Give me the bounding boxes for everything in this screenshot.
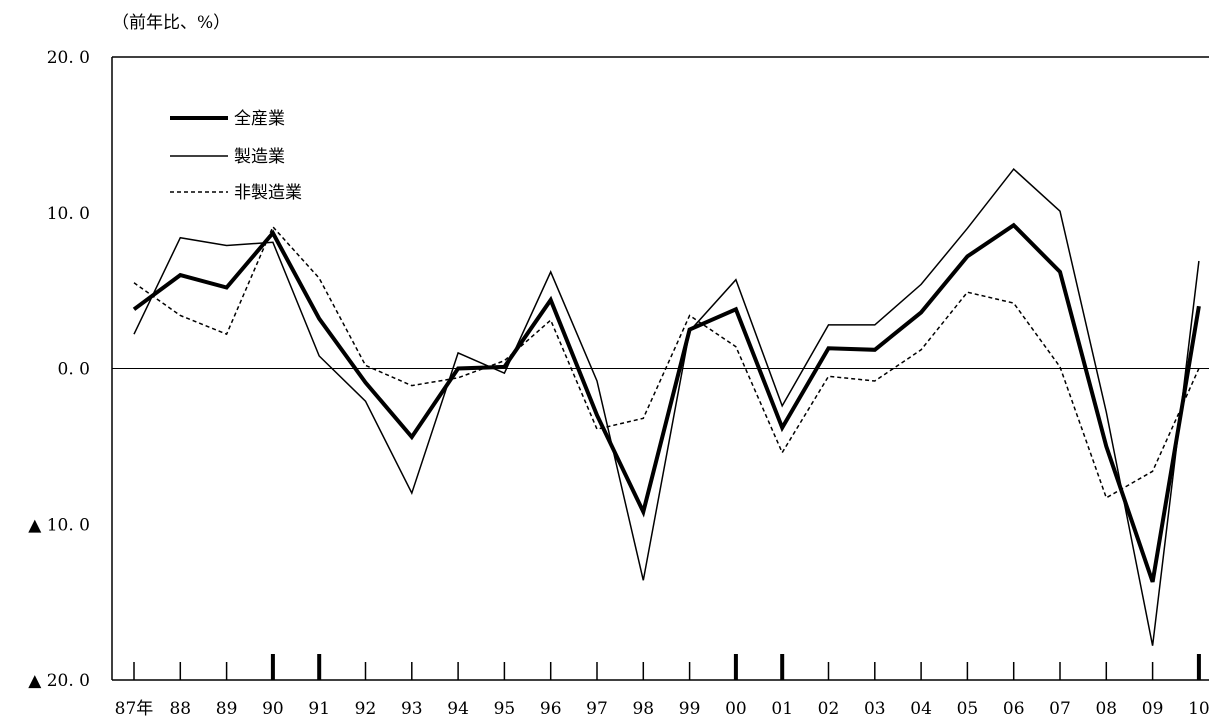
- series-line-thin: [133, 168, 1200, 646]
- legend-label: 全産業: [234, 109, 285, 129]
- x-tick-label: 95: [494, 699, 516, 719]
- x-tick-label: 91: [308, 699, 330, 719]
- unit-label: （前年比、%）: [112, 13, 230, 33]
- x-tick-label: 00: [725, 699, 747, 719]
- x-tick-label: 94: [447, 699, 469, 719]
- x-axis-ticks: [133, 654, 1201, 680]
- y-tick-label: 0. 0: [58, 360, 90, 380]
- y-tick-label: ▲ 10. 0: [28, 515, 90, 535]
- x-tick-label: 06: [1003, 699, 1025, 719]
- x-tick-label: 96: [540, 699, 562, 719]
- x-tick-label: 03: [864, 699, 886, 719]
- x-tick-label: 93: [401, 699, 423, 719]
- x-axis-labels: 87年 88 89 90 91 92 93 94 95 96 97 98 99 00 01 02 03 04 05 0…: [115, 699, 1210, 719]
- x-tick-label: 01: [771, 699, 793, 719]
- x-tick-label: 88: [169, 699, 191, 719]
- x-tick-label: 08: [1095, 699, 1117, 719]
- series-line-thick: [132, 222, 1201, 583]
- legend-label: 非製造業: [234, 183, 302, 203]
- x-tick-label: 89: [216, 699, 238, 719]
- y-axis-labels: 20. 0 10. 0 0. 0 ▲ 10. 0 ▲ 20. 0: [28, 48, 90, 691]
- series-line-dashed: [133, 225, 1200, 499]
- x-tick-label: 02: [818, 699, 840, 719]
- x-tick-label: 99: [679, 699, 701, 719]
- x-tick-label: 98: [632, 699, 654, 719]
- x-tick-label: 90: [262, 699, 284, 719]
- x-tick-label: 10: [1188, 699, 1210, 719]
- x-tick-label: 97: [586, 699, 608, 719]
- x-tick-label: 05: [957, 699, 979, 719]
- x-tick-label: 04: [910, 699, 932, 719]
- y-tick-label: 20. 0: [47, 48, 90, 68]
- y-tick-label: 10. 0: [47, 204, 90, 224]
- y-tick-label: ▲ 20. 0: [28, 671, 90, 691]
- x-tick-label: 07: [1049, 699, 1071, 719]
- axes: [111, 56, 1209, 681]
- legend-label: 製造業: [234, 147, 285, 167]
- x-tick-label: 92: [355, 699, 377, 719]
- x-tick-label: 87年: [115, 699, 154, 719]
- series-lines: [132, 168, 1201, 646]
- x-tick-label: 09: [1142, 699, 1164, 719]
